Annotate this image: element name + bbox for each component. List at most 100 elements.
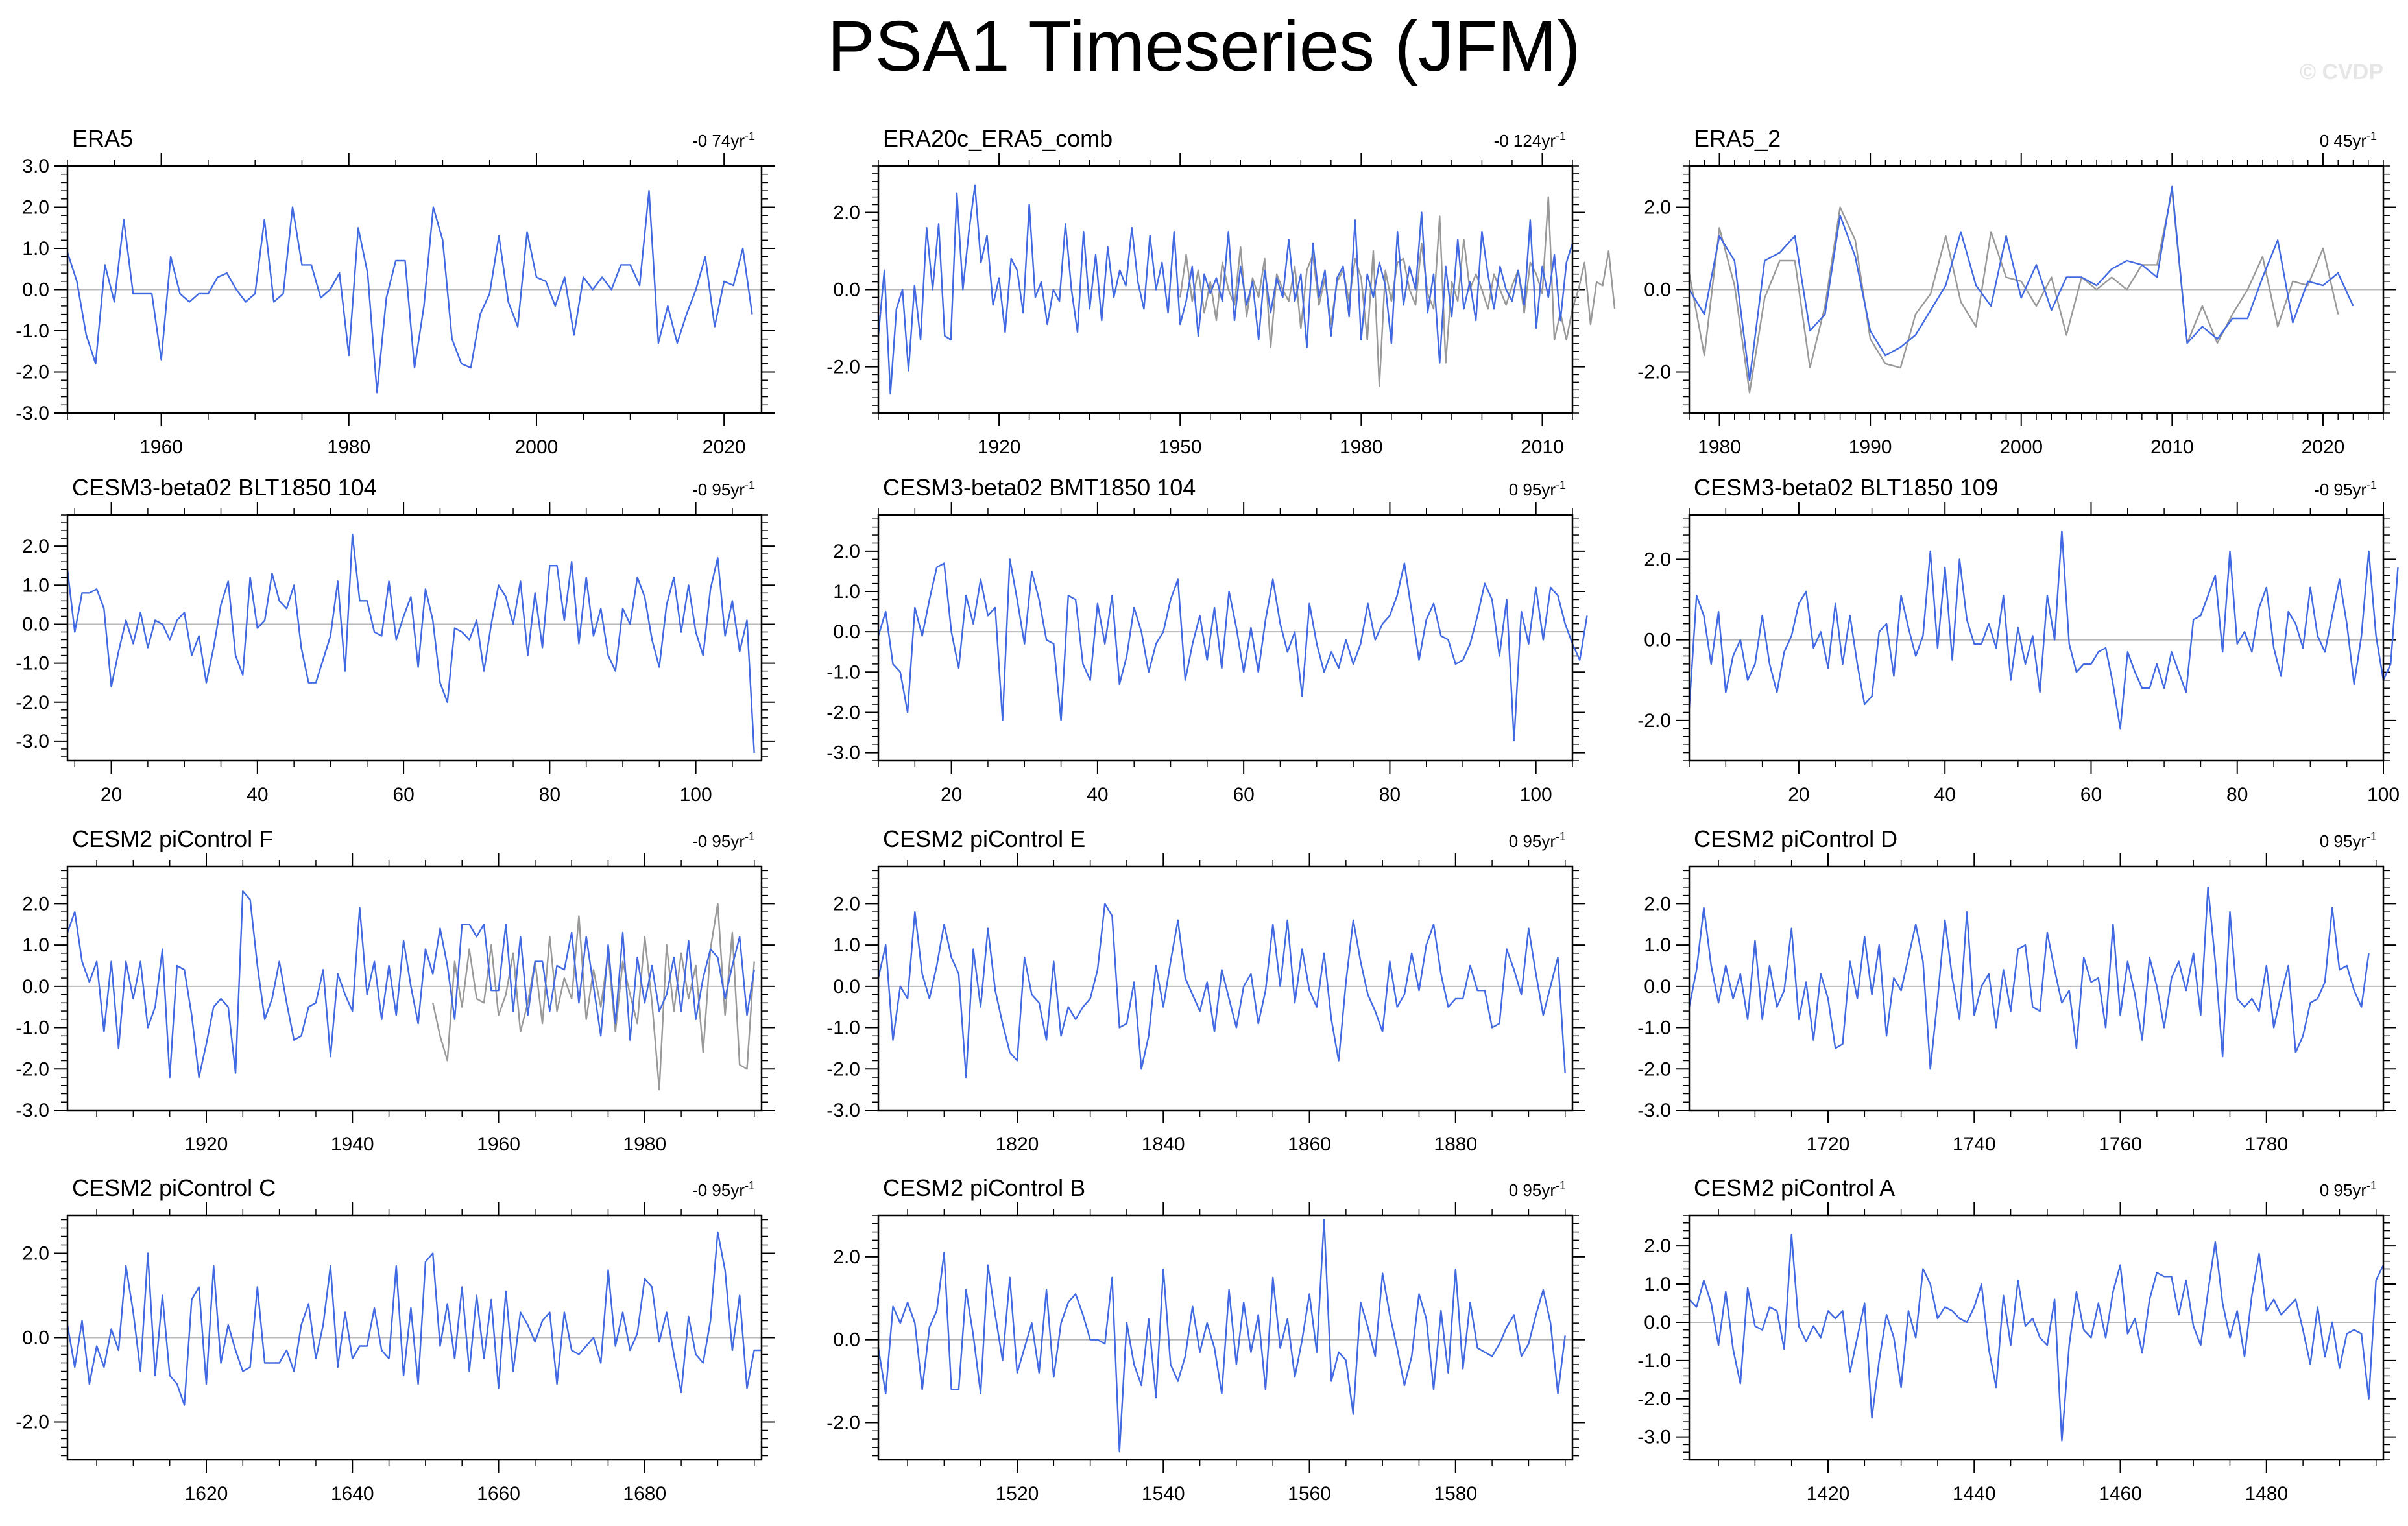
panel-title: ERA5 — [72, 125, 133, 152]
y-tick-label: -1.0 — [1637, 1350, 1671, 1372]
y-tick-label: 2.0 — [833, 541, 860, 562]
y-tick-label: -2.0 — [1637, 1389, 1671, 1410]
x-tick-label: 60 — [392, 784, 414, 805]
y-tick-label: 2.0 — [1644, 1235, 1671, 1257]
y-tick-label: -2.0 — [826, 357, 860, 378]
x-tick-label: 80 — [1379, 784, 1401, 805]
y-tick-label: -2.0 — [1637, 362, 1671, 383]
y-tick-label: -3.0 — [1637, 1100, 1671, 1121]
y-tick-label: -3.0 — [826, 743, 860, 764]
y-tick-label: 0.0 — [1644, 1312, 1671, 1333]
y-tick-label: 0.0 — [1644, 280, 1671, 301]
panel-trend: -0 95yr-1 — [692, 830, 755, 851]
series-line-primary — [1689, 1234, 2385, 1442]
y-tick-label: 1.0 — [833, 935, 860, 956]
series-line-primary — [1688, 185, 2354, 381]
trend-exponent: -1 — [1556, 479, 1566, 492]
panel-10: CESM2 piControl C -0 95yr-1 1620 1640 1660 16… — [16, 1174, 775, 1505]
y-tick-label: -1.0 — [826, 1018, 860, 1039]
y-tick-label: -2.0 — [826, 1058, 860, 1080]
panel-title: CESM2 piControl E — [883, 826, 1085, 852]
y-tick-label: -2.0 — [1637, 1058, 1671, 1080]
y-tick-label: 1.0 — [1644, 935, 1671, 956]
series-line-primary — [66, 189, 753, 394]
y-tick-label: 3.0 — [22, 156, 49, 177]
trend-value: -0 95yr — [692, 831, 745, 851]
panel-trend: 0 95yr-1 — [2320, 830, 2377, 851]
series-line-primary — [877, 1219, 1566, 1453]
trend-value: 0 95yr — [2320, 1180, 2367, 1200]
plot-frame — [66, 514, 763, 762]
panel-11: CESM2 piControl B 0 95yr-1 1520 1540 1560 158… — [826, 1174, 1585, 1505]
y-tick-label: 2.0 — [22, 893, 49, 914]
x-tick-label: 1620 — [185, 1483, 228, 1505]
panel-title: ERA20c_ERA5_comb — [883, 125, 1113, 152]
x-tick-label: 1460 — [2099, 1483, 2142, 1505]
panel-6: CESM3-beta02 BLT1850 109 -0 95yr-1 20 40 60 8… — [1637, 474, 2400, 805]
x-tick-label: 1560 — [1288, 1483, 1331, 1505]
x-tick-label: 60 — [2080, 784, 2102, 805]
panel-trend: -0 74yr-1 — [692, 130, 755, 150]
y-tick-label: -2.0 — [826, 1412, 860, 1433]
y-tick-label: 0.0 — [833, 1329, 860, 1351]
x-tick-label: 1740 — [1953, 1134, 1996, 1155]
panel-title: CESM3-beta02 BMT1850 104 — [883, 474, 1196, 501]
x-tick-label: 40 — [1934, 784, 1956, 805]
x-tick-label: 1720 — [1807, 1134, 1850, 1155]
series-line-primary — [66, 1231, 762, 1406]
panel-trend: -0 95yr-1 — [692, 1179, 755, 1200]
plot-frame — [66, 865, 763, 1112]
x-tick-label: 100 — [2367, 784, 2400, 805]
y-tick-label: 0.0 — [22, 280, 49, 301]
x-tick-label: 20 — [101, 784, 122, 805]
y-tick-label: 1.0 — [1644, 1274, 1671, 1295]
trend-exponent: -1 — [745, 830, 755, 843]
y-tick-label: 2.0 — [833, 1246, 860, 1268]
y-tick-label: 0.0 — [22, 976, 49, 997]
panel-trend: 0 95yr-1 — [1509, 479, 1566, 499]
plot-frame — [1688, 514, 2385, 762]
y-tick-label: -1.0 — [1637, 1018, 1671, 1039]
trend-value: -0 95yr — [692, 480, 745, 499]
y-tick-label: 2.0 — [833, 893, 860, 914]
x-tick-label: 60 — [1233, 784, 1254, 805]
panel-3: ERA5_2 0 45yr-1 1980 1990 2000 2010 2020 -2.0 0.… — [1637, 125, 2396, 458]
plot-frame — [1688, 1214, 2385, 1461]
x-tick-label: 1980 — [327, 436, 370, 458]
x-tick-label: 1480 — [2245, 1483, 2288, 1505]
x-tick-label: 1780 — [2245, 1134, 2288, 1155]
series-line-secondary — [432, 903, 755, 1091]
x-tick-label: 1960 — [139, 436, 183, 458]
x-tick-label: 20 — [941, 784, 962, 805]
y-tick-label: 2.0 — [1644, 549, 1671, 570]
x-tick-label: 1840 — [1142, 1134, 1185, 1155]
x-tick-label: 40 — [247, 784, 268, 805]
plot-frame — [877, 165, 1574, 414]
panel-7: CESM2 piControl F -0 95yr-1 1920 1940 1960 19… — [16, 826, 775, 1155]
panel-title: CESM2 piControl A — [1694, 1174, 1895, 1201]
trend-exponent: -1 — [1556, 830, 1566, 843]
series-line-primary — [66, 890, 755, 1079]
x-tick-label: 1920 — [185, 1134, 228, 1155]
trend-value: 0 45yr — [2320, 131, 2367, 150]
x-tick-label: 1660 — [477, 1483, 520, 1505]
x-tick-label: 2020 — [2302, 436, 2345, 458]
y-tick-label: -2.0 — [16, 1058, 49, 1080]
x-tick-label: 2000 — [515, 436, 559, 458]
x-tick-label: 1520 — [996, 1483, 1039, 1505]
y-tick-label: -2.0 — [826, 702, 860, 723]
plot-frame — [877, 514, 1574, 762]
trend-exponent: -1 — [2366, 479, 2377, 492]
x-tick-label: 1960 — [477, 1134, 520, 1155]
trend-value: -0 124yr — [1494, 131, 1556, 150]
series-line-primary — [1688, 530, 2399, 730]
y-tick-label: 0.0 — [833, 280, 860, 301]
x-tick-label: 1940 — [331, 1134, 374, 1155]
panel-title: CESM2 piControl F — [72, 826, 273, 852]
y-tick-label: 2.0 — [22, 197, 49, 219]
trend-value: 0 95yr — [1509, 480, 1556, 499]
panel-title: ERA5_2 — [1694, 125, 1781, 152]
trend-exponent: -1 — [2366, 830, 2377, 843]
y-tick-label: 1.0 — [833, 581, 860, 602]
series-line-secondary — [1179, 196, 1616, 387]
